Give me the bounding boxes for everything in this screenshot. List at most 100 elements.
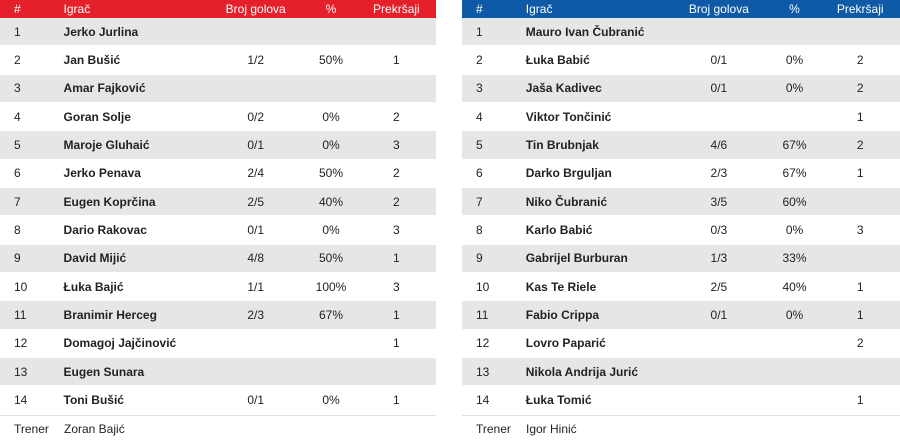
fouls-value: 1 <box>856 166 864 181</box>
player-number: 5 <box>476 138 483 153</box>
fouls-value: 2 <box>856 53 864 68</box>
table-row: 7 Eugen Koprčina 2/5 40% 2 <box>0 188 436 217</box>
percent-value: 0% <box>322 138 340 153</box>
fouls-value: 2 <box>856 336 864 351</box>
header-number[interactable]: # <box>14 2 21 16</box>
away-team-table: # Igrač Broj golova % Prekršaji 1 Mauro I… <box>462 0 900 443</box>
player-name: Jerko Jurlina <box>63 24 139 39</box>
fouls-value: 2 <box>856 138 864 153</box>
player-number: 3 <box>476 81 483 96</box>
percent-value: 0% <box>785 223 804 238</box>
player-name: Eugen Sunara <box>63 364 145 379</box>
table-row: 12 Lovro Paparić 2 <box>462 329 900 359</box>
coach-name: Zoran Bajić <box>64 421 125 436</box>
fouls-value: 1 <box>393 53 400 68</box>
player-name: Gabrijel Burburan <box>525 251 628 266</box>
goals-value: 0/2 <box>247 109 265 124</box>
player-number: 4 <box>476 109 483 124</box>
player-name: Tin Brubnjak <box>525 138 599 153</box>
goals-value: 0/1 <box>247 138 265 153</box>
header-percent[interactable]: % <box>325 2 337 16</box>
table-row: 10 Łuka Bajić 1/1 100% 3 <box>0 273 436 302</box>
percent-value: 67% <box>318 308 343 323</box>
table-row: 2 Łuka Babić 0/1 0% 2 <box>462 46 900 75</box>
player-number: 10 <box>14 279 28 294</box>
player-rows: 1 Jerko Jurlina 2 Jan Bušić 1/2 50% 1 3 Amar Faj… <box>0 18 436 415</box>
fouls-value: 1 <box>393 251 400 266</box>
player-name: Darko Brguljan <box>525 166 612 181</box>
header-goals[interactable]: Broj golova <box>225 2 286 16</box>
fouls-value: 1 <box>393 393 400 408</box>
player-number: 6 <box>14 166 21 181</box>
goals-value: 2/5 <box>710 279 728 294</box>
player-name: Branimir Herceg <box>63 308 157 323</box>
player-number: 11 <box>14 308 27 323</box>
goals-value: 0/1 <box>710 81 728 96</box>
fouls-value: 2 <box>393 194 400 209</box>
player-name: Niko Čubranić <box>525 194 608 209</box>
goals-value: 1/1 <box>247 279 265 294</box>
player-number: 6 <box>476 166 483 181</box>
player-name: Amar Fajković <box>63 81 146 96</box>
table-row: 4 Viktor Tončinić 1 <box>462 103 900 132</box>
player-name: Toni Bušić <box>63 393 124 408</box>
player-number: 10 <box>476 279 490 294</box>
table-row: 11 Branimir Herceg 2/3 67% 1 <box>0 301 436 330</box>
goals-value: 4/6 <box>710 138 728 153</box>
fouls-value: 2 <box>856 81 864 96</box>
fouls-value: 2 <box>393 166 400 181</box>
fouls-value: 2 <box>393 109 400 124</box>
percent-value: 33% <box>782 251 807 266</box>
player-name: Łuka Babić <box>525 53 590 68</box>
player-number: 8 <box>476 223 483 238</box>
header-percent[interactable]: % <box>789 2 800 16</box>
percent-value: 50% <box>318 166 343 181</box>
header-fouls[interactable]: Prekršaji <box>836 2 884 16</box>
coach-name: Igor Hinić <box>526 421 577 436</box>
percent-value: 40% <box>318 194 343 209</box>
player-name: Jan Bušić <box>63 53 121 68</box>
goals-value: 0/3 <box>710 223 728 238</box>
percent-value: 0% <box>322 393 340 408</box>
player-name: Dario Rakovac <box>63 223 147 238</box>
goals-value: 0/1 <box>247 223 265 238</box>
header-fouls[interactable]: Prekršaji <box>373 2 420 16</box>
fouls-value: 1 <box>393 308 400 323</box>
player-number: 14 <box>14 393 28 408</box>
table-row: 8 Dario Rakovac 0/1 0% 3 <box>0 216 436 245</box>
goals-value: 2/4 <box>247 166 265 181</box>
fouls-value: 1 <box>856 308 864 323</box>
table-row: 8 Karlo Babić 0/3 0% 3 <box>462 216 900 245</box>
goals-value: 4/8 <box>247 251 265 266</box>
fouls-value: 3 <box>856 223 864 238</box>
table-row: 9 David Mijić 4/8 50% 1 <box>0 244 436 274</box>
table-row: 13 Nikola Andrija Jurić <box>462 358 900 387</box>
player-name: Lovro Paparić <box>525 336 606 351</box>
player-number: 12 <box>14 336 28 351</box>
percent-value: 0% <box>785 53 804 68</box>
header-number[interactable]: # <box>476 2 483 16</box>
table-row: 13 Eugen Sunara <box>0 358 436 387</box>
percent-value: 0% <box>322 223 340 238</box>
goals-value: 1/3 <box>710 251 728 266</box>
table-header: # Igrač Broj golova % Prekršaji <box>0 0 436 18</box>
player-number: 13 <box>14 364 28 379</box>
table-row: 12 Domagoj Jajčinović 1 <box>0 329 436 359</box>
table-row: 6 Darko Brguljan 2/3 67% 1 <box>462 159 900 189</box>
player-name: Łuka Tomić <box>525 393 592 408</box>
header-player[interactable]: Igrač <box>525 2 553 16</box>
table-header: # Igrač Broj golova % Prekršaji <box>462 0 900 18</box>
percent-value: 50% <box>318 251 343 266</box>
player-name: Viktor Tončinić <box>525 109 612 124</box>
table-row: 10 Kas Te Riele 2/5 40% 1 <box>462 273 900 302</box>
header-goals[interactable]: Broj golova <box>688 2 749 16</box>
fouls-value: 1 <box>856 109 864 124</box>
table-row: 3 Amar Fajković <box>0 74 436 104</box>
table-row: 1 Jerko Jurlina <box>0 18 436 47</box>
header-player[interactable]: Igrač <box>63 2 91 16</box>
player-number: 5 <box>14 138 21 153</box>
table-row: 14 Toni Bušić 0/1 0% 1 <box>0 386 436 415</box>
player-name: David Mijić <box>63 251 127 266</box>
goals-value: 0/1 <box>710 53 728 68</box>
table-row: 9 Gabrijel Burburan 1/3 33% <box>462 244 900 274</box>
